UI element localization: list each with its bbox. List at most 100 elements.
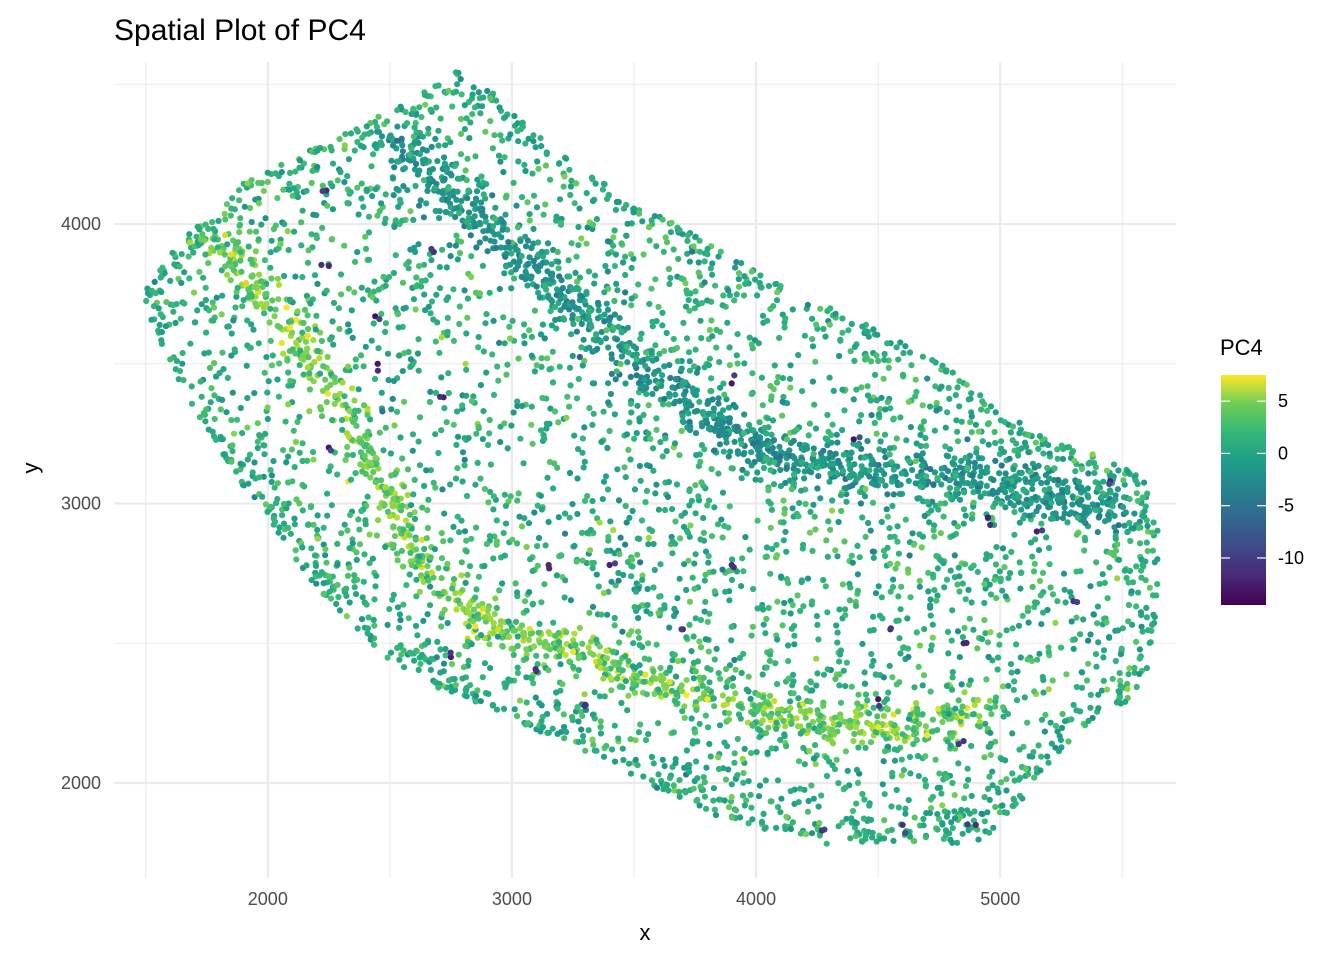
data-point: [428, 655, 435, 662]
data-point: [243, 279, 250, 286]
data-point: [690, 785, 697, 792]
data-point: [502, 194, 509, 201]
data-point: [716, 359, 723, 366]
data-point: [539, 724, 547, 731]
data-point: [275, 281, 283, 288]
data-point: [692, 615, 699, 622]
data-point: [434, 638, 441, 646]
data-point: [210, 304, 218, 311]
data-point: [651, 213, 658, 220]
data-point: [504, 445, 511, 452]
data-point: [1016, 746, 1023, 753]
data-point: [416, 588, 423, 595]
data-point: [427, 272, 434, 279]
data-point: [589, 736, 596, 743]
data-point: [850, 396, 857, 403]
data-point: [672, 760, 679, 767]
data-point: [942, 443, 949, 450]
data-point: [507, 493, 514, 500]
data-point: [824, 553, 831, 560]
data-point: [720, 292, 727, 299]
data-point: [316, 370, 324, 377]
data-point: [666, 678, 673, 686]
data-point: [861, 669, 868, 676]
data-point: [555, 638, 563, 646]
data-point: [466, 135, 473, 142]
data-point: [271, 484, 278, 491]
data-point: [400, 601, 407, 608]
data-point: [336, 607, 343, 614]
data-point: [881, 748, 889, 755]
data-point: [389, 596, 396, 603]
data-point: [522, 167, 529, 175]
data-point: [868, 412, 875, 419]
data-point: [276, 360, 283, 367]
data-point: [339, 426, 346, 433]
data-point: [308, 545, 315, 552]
data-point: [1125, 601, 1132, 609]
data-point: [645, 640, 652, 647]
data-point: [485, 690, 492, 698]
data-point: [280, 350, 287, 357]
data-point: [795, 352, 802, 359]
data-point: [351, 289, 358, 296]
data-point: [465, 657, 472, 664]
data-point: [1034, 656, 1041, 663]
data-point: [720, 380, 727, 387]
data-point: [954, 384, 961, 391]
data-point: [968, 390, 975, 397]
data-point: [394, 107, 401, 114]
data-point: [883, 696, 891, 703]
data-point: [696, 674, 703, 681]
data-point: [813, 613, 821, 620]
data-point: [329, 318, 336, 325]
data-point: [787, 705, 794, 712]
data-point: [514, 633, 521, 640]
data-point: [851, 730, 858, 738]
data-point: [935, 815, 943, 823]
data-point: [330, 299, 338, 306]
data-point: [703, 805, 710, 812]
data-point: [620, 571, 627, 579]
data-point: [1029, 480, 1036, 487]
data-point: [360, 144, 367, 151]
data-point: [458, 517, 465, 524]
data-point: [749, 816, 756, 823]
data-point: [543, 653, 550, 660]
data-point: [432, 484, 439, 491]
data-point: [449, 103, 456, 110]
data-point: [1068, 618, 1075, 625]
data-point: [650, 668, 657, 675]
data-point: [734, 331, 741, 338]
data-point: [675, 255, 682, 263]
data-point: [578, 320, 585, 327]
data-point: [221, 210, 228, 218]
data-point: [1011, 508, 1018, 516]
data-point: [1116, 694, 1123, 701]
data-point: [310, 211, 317, 218]
data-point: [1095, 691, 1102, 698]
data-point: [707, 753, 714, 760]
data-point: [523, 655, 530, 662]
data-point: [268, 275, 275, 282]
data-point: [932, 756, 939, 763]
data-point: [758, 284, 765, 291]
data-point: [1138, 623, 1145, 630]
data-point: [1069, 501, 1076, 508]
data-point: [864, 392, 872, 399]
data-point: [643, 608, 650, 615]
data-point: [1015, 452, 1022, 459]
data-point: [759, 606, 767, 613]
data-point: [600, 180, 608, 187]
data-point: [516, 513, 523, 520]
data-point: [571, 304, 579, 311]
data-point: [485, 499, 492, 506]
data-point: [944, 468, 952, 475]
data-point: [286, 180, 293, 187]
data-point: [1098, 687, 1105, 694]
data-point: [419, 536, 426, 544]
data-point: [441, 160, 448, 167]
data-point: [738, 260, 745, 267]
data-point: [766, 651, 774, 658]
data-point: [710, 568, 717, 575]
